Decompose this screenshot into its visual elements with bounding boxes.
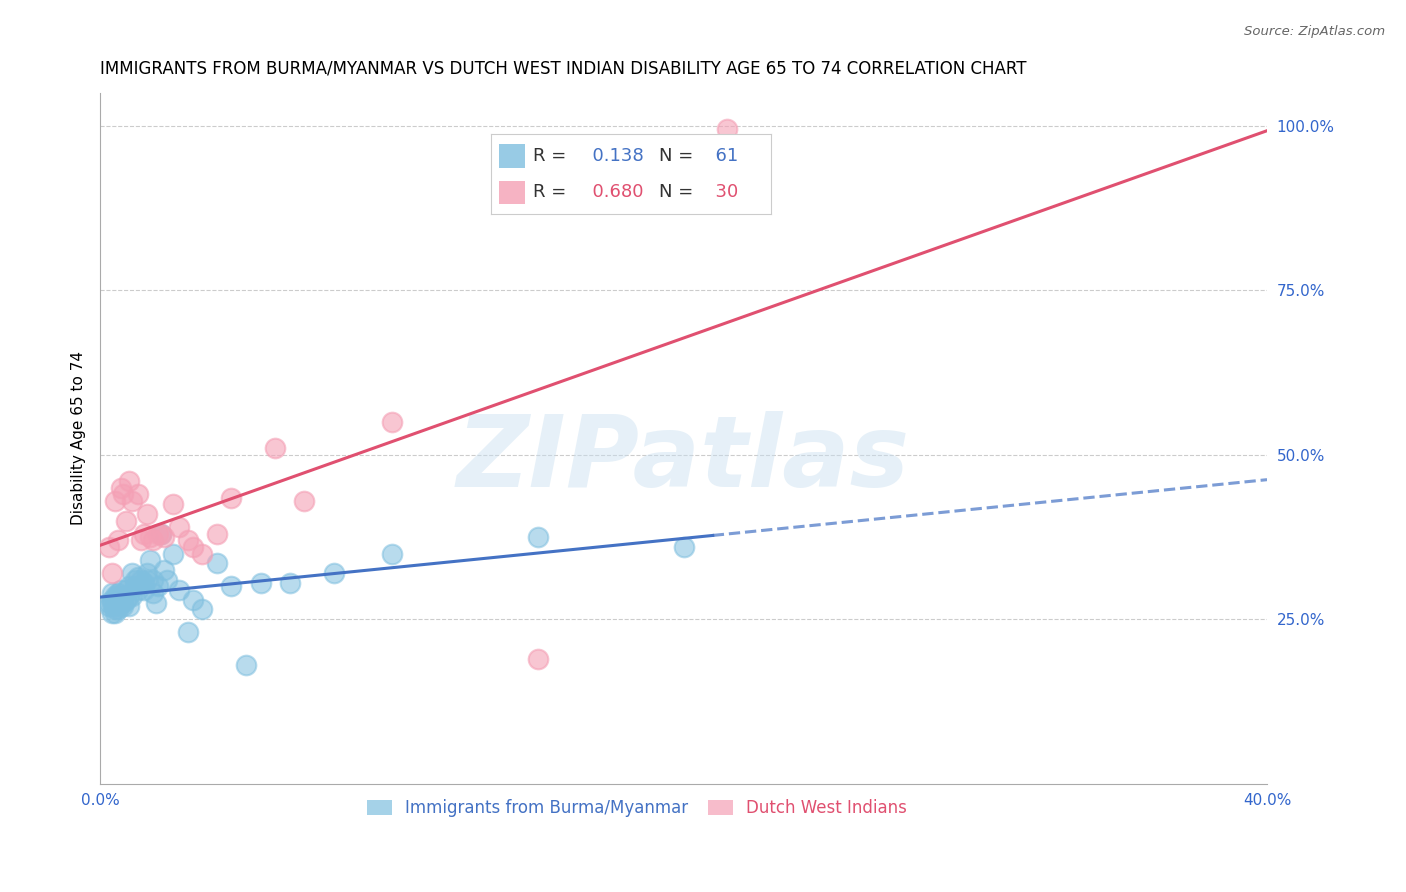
Point xyxy=(110,596,132,610)
Point xyxy=(107,602,129,616)
Point xyxy=(381,547,404,561)
Point xyxy=(101,596,124,610)
Point xyxy=(132,526,155,541)
Point xyxy=(107,586,129,600)
Text: ZIPatlas: ZIPatlas xyxy=(457,410,910,508)
Point xyxy=(118,599,141,614)
Point xyxy=(107,596,129,610)
Point xyxy=(142,586,165,600)
Point xyxy=(127,582,149,597)
Point xyxy=(104,589,127,603)
Y-axis label: Disability Age 65 to 74: Disability Age 65 to 74 xyxy=(72,351,86,525)
Point xyxy=(97,599,120,614)
Point xyxy=(249,576,271,591)
Point xyxy=(191,547,214,561)
Point xyxy=(118,579,141,593)
Point xyxy=(176,625,198,640)
Point xyxy=(138,553,160,567)
Point xyxy=(107,533,129,548)
Point xyxy=(381,415,404,429)
Point xyxy=(135,507,157,521)
Point xyxy=(104,606,127,620)
Point xyxy=(121,589,143,603)
Point xyxy=(112,599,135,614)
Point xyxy=(127,569,149,583)
Point xyxy=(101,566,124,581)
Point xyxy=(118,474,141,488)
Point xyxy=(142,573,165,587)
Point xyxy=(112,487,135,501)
Point xyxy=(104,596,127,610)
Point xyxy=(129,573,152,587)
Point xyxy=(112,596,135,610)
Point xyxy=(124,573,146,587)
Point xyxy=(110,481,132,495)
Point xyxy=(101,586,124,600)
Point xyxy=(322,566,344,581)
Point xyxy=(191,602,214,616)
Point xyxy=(264,442,287,456)
Point xyxy=(107,589,129,603)
Point xyxy=(526,530,548,544)
Point xyxy=(107,592,129,607)
Point xyxy=(121,494,143,508)
Text: Source: ZipAtlas.com: Source: ZipAtlas.com xyxy=(1244,25,1385,38)
Point xyxy=(129,533,152,548)
Point xyxy=(138,530,160,544)
Point xyxy=(101,592,124,607)
Point xyxy=(150,526,173,541)
Point xyxy=(183,592,205,607)
Point xyxy=(104,592,127,607)
Point xyxy=(176,533,198,548)
Point xyxy=(115,514,138,528)
Point xyxy=(118,589,141,603)
Point xyxy=(135,573,157,587)
Point xyxy=(104,494,127,508)
Point xyxy=(235,658,257,673)
Point xyxy=(167,582,190,597)
Point xyxy=(278,576,301,591)
Point xyxy=(526,652,548,666)
Point xyxy=(153,530,176,544)
Point xyxy=(104,599,127,614)
Point xyxy=(292,494,315,508)
Point xyxy=(167,520,190,534)
Point xyxy=(221,579,243,593)
Point xyxy=(112,589,135,603)
Point xyxy=(205,526,228,541)
Point xyxy=(162,497,184,511)
Point xyxy=(97,596,120,610)
Point xyxy=(135,566,157,581)
Point xyxy=(101,606,124,620)
Legend: Immigrants from Burma/Myanmar, Dutch West Indians: Immigrants from Burma/Myanmar, Dutch Wes… xyxy=(360,792,914,823)
Point xyxy=(115,582,138,597)
Point xyxy=(145,596,167,610)
Point xyxy=(716,122,738,136)
Point xyxy=(148,526,170,541)
Point xyxy=(142,533,165,548)
Point xyxy=(205,557,228,571)
Point xyxy=(121,566,143,581)
Point xyxy=(132,576,155,591)
Point xyxy=(127,487,149,501)
Point xyxy=(156,573,179,587)
Point xyxy=(110,589,132,603)
Text: IMMIGRANTS FROM BURMA/MYANMAR VS DUTCH WEST INDIAN DISABILITY AGE 65 TO 74 CORRE: IMMIGRANTS FROM BURMA/MYANMAR VS DUTCH W… xyxy=(100,60,1026,78)
Point xyxy=(672,540,695,554)
Point xyxy=(115,592,138,607)
Point xyxy=(148,579,170,593)
Point xyxy=(97,540,120,554)
Point xyxy=(104,602,127,616)
Point xyxy=(150,526,173,541)
Point xyxy=(162,547,184,561)
Point xyxy=(183,540,205,554)
Point xyxy=(110,582,132,597)
Point xyxy=(124,579,146,593)
Point xyxy=(132,582,155,597)
Point xyxy=(221,491,243,505)
Point xyxy=(153,563,176,577)
